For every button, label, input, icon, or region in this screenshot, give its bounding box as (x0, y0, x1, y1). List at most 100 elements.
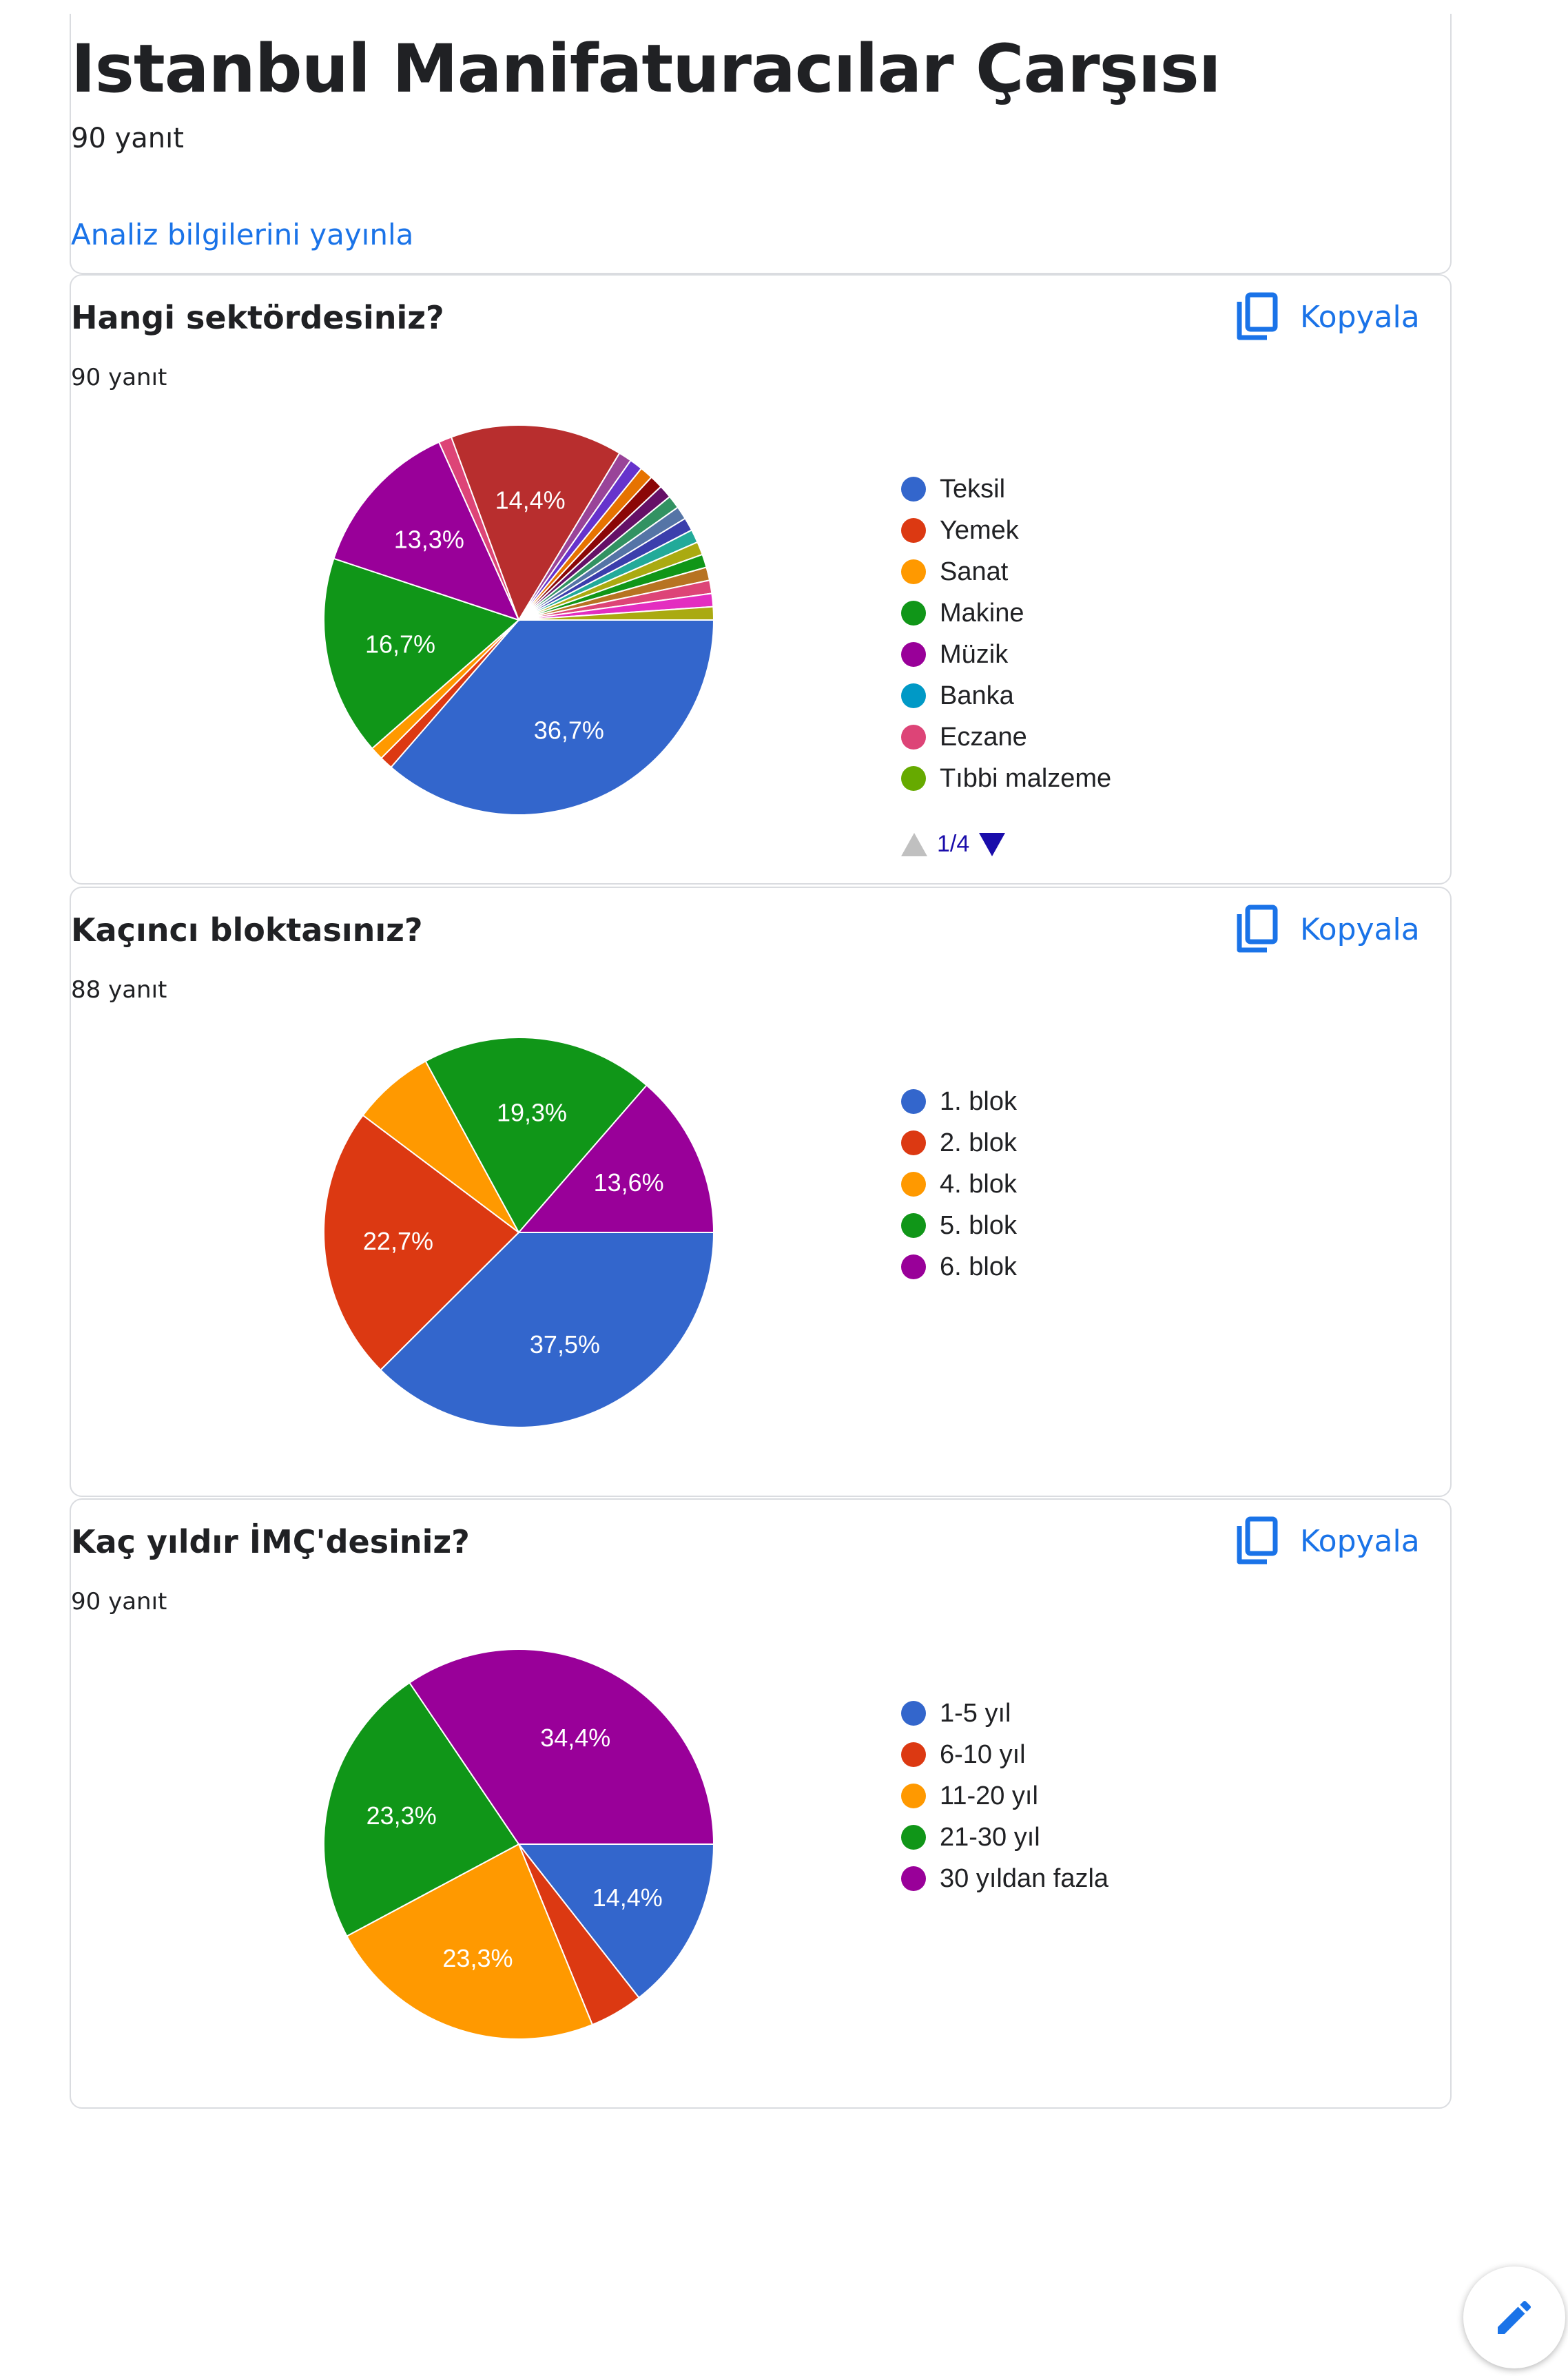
legend-pager: 1/4 (901, 831, 1006, 858)
legend-item: Teksil (901, 468, 1111, 510)
pie-slice (333, 441, 520, 621)
legend-label: Banka (940, 681, 1014, 710)
response-count: 90 yanıt (71, 123, 184, 154)
question-card-block: Kaçıncı bloktasınız? 88 yanıt Kopyala 37… (70, 887, 1452, 1497)
copy-chart-button[interactable]: Kopyala (1235, 903, 1420, 955)
legend-label: Tıbbi malzeme (940, 763, 1112, 793)
chart-legend: 1-5 yıl 6-10 yıl 11-20 yıl 21-30 yıl 30 yıld… (901, 1693, 1108, 1899)
legend-label: 5. blok (940, 1210, 1017, 1240)
legend-label: Eczane (940, 722, 1027, 752)
legend-prev-icon[interactable] (901, 832, 927, 856)
pie-slice-label: 23,3% (442, 1944, 513, 1972)
pie-chart-years: 14,4% 23,3% 23,3% 34,4% (323, 1649, 715, 2040)
pencil-icon (1498, 2300, 1531, 2334)
pie-slice-label: 34,4% (540, 1724, 610, 1752)
pie-slice-label: 36,7% (534, 716, 604, 745)
legend-next-icon[interactable] (979, 832, 1006, 856)
legend-item: 11-20 yıl (901, 1775, 1108, 1817)
legend-label: 4. blok (940, 1169, 1017, 1199)
legend-color-swatch (901, 1254, 926, 1279)
question-response-count: 90 yanıt (71, 364, 167, 391)
legend-item: Müzik (901, 634, 1111, 675)
legend-color-swatch (901, 1701, 926, 1726)
pie-slice (517, 1084, 715, 1233)
pie-slice-label: 14,4% (495, 486, 566, 514)
copy-button-label: Kopyala (1300, 911, 1420, 947)
legend-label: Sanat (940, 557, 1009, 586)
legend-label: 1. blok (940, 1086, 1017, 1116)
pie-slice (408, 1649, 715, 1845)
copy-chart-button[interactable]: Kopyala (1235, 1515, 1420, 1567)
legend-item: Eczane (901, 716, 1111, 758)
legend-label: Teksil (940, 474, 1006, 504)
pie-slice (346, 1843, 594, 2040)
legend-item: 1. blok (901, 1081, 1017, 1122)
legend-item: 6-10 yıl (901, 1734, 1108, 1775)
copy-button-label: Kopyala (1300, 299, 1420, 335)
pie-slice (380, 1232, 715, 1429)
legend-color-swatch (901, 1825, 926, 1850)
question-response-count: 88 yanıt (71, 976, 167, 1004)
legend-color-swatch (901, 642, 926, 667)
legend-label: Yemek (940, 515, 1019, 545)
pie-slice-label: 37,5% (530, 1330, 600, 1359)
pie-slice (323, 557, 520, 750)
legend-label: Makine (940, 598, 1024, 628)
question-card-sector: Hangi sektördesiniz? 90 yanıt Kopyala 36… (70, 274, 1452, 885)
legend-item: Makine (901, 592, 1111, 634)
legend-color-swatch (901, 518, 926, 543)
legend-item: Yemek (901, 510, 1111, 551)
copy-icon (1237, 1516, 1278, 1564)
legend-color-swatch (901, 766, 926, 791)
publish-analytics-link[interactable]: Analiz bilgilerini yayınla (71, 218, 414, 251)
legend-color-swatch (901, 1213, 926, 1238)
pie-slice (323, 1682, 520, 1937)
pie-slice-label: 16,7% (365, 630, 435, 659)
pie-slice (518, 606, 715, 621)
legend-item: 1-5 yıl (901, 1693, 1108, 1734)
pie-slice (362, 1060, 519, 1233)
legend-label: Müzik (940, 639, 1009, 669)
legend-item: Tıbbi malzeme (901, 758, 1111, 799)
legend-color-swatch (901, 683, 926, 708)
legend-label: 6. blok (940, 1252, 1017, 1281)
legend-label: 6-10 yıl (940, 1739, 1026, 1769)
edit-button[interactable] (1463, 2266, 1565, 2368)
legend-item: 5. blok (901, 1205, 1017, 1246)
legend-item: 21-30 yıl (901, 1817, 1108, 1858)
legend-label: 21-30 yıl (940, 1822, 1040, 1852)
question-title: Kaçıncı bloktasınız? (71, 911, 423, 949)
legend-color-swatch (901, 1089, 926, 1114)
question-response-count: 90 yanıt (71, 1588, 167, 1615)
legend-item: 4. blok (901, 1164, 1017, 1205)
legend-color-swatch (901, 1742, 926, 1767)
legend-item: Sanat (901, 551, 1111, 592)
pie-slice-label: 23,3% (367, 1801, 437, 1830)
legend-label: 11-20 yıl (940, 1781, 1038, 1810)
legend-color-swatch (901, 1784, 926, 1808)
pie-slice (517, 1843, 715, 1999)
pie-slice (424, 1037, 648, 1234)
legend-label: 1-5 yıl (940, 1698, 1011, 1728)
copy-chart-button[interactable]: Kopyala (1235, 291, 1420, 343)
legend-item: 30 yıldan fazla (901, 1858, 1108, 1899)
legend-item: 6. blok (901, 1246, 1017, 1288)
chart-legend: 1. blok 2. blok 4. blok 5. blok 6. blok (901, 1081, 1017, 1288)
legend-color-swatch (901, 601, 926, 626)
pie-slice-label: 19,3% (497, 1099, 567, 1127)
legend-color-swatch (901, 559, 926, 584)
chart-legend: Teksil Yemek Sanat Makine Müzik Banka Eczane Tı… (901, 468, 1111, 799)
legend-page-indicator: 1/4 (937, 831, 970, 857)
pie-slice-label: 13,6% (594, 1168, 664, 1197)
pie-slice-label: 14,4% (592, 1883, 663, 1912)
pie-slice (450, 424, 621, 622)
copy-icon (1237, 905, 1278, 953)
legend-color-swatch (901, 1130, 926, 1155)
question-title: Hangi sektördesiniz? (71, 299, 444, 336)
legend-color-swatch (901, 1866, 926, 1891)
pie-chart-sector: 36,7% 16,7% 13,3% 14,4% (323, 424, 715, 816)
legend-color-swatch (901, 1172, 926, 1197)
legend-item: 2. blok (901, 1122, 1017, 1164)
pie-chart-block: 37,5% 22,7% 19,3% 13,6% (323, 1037, 715, 1429)
legend-label: 2. blok (940, 1128, 1017, 1157)
